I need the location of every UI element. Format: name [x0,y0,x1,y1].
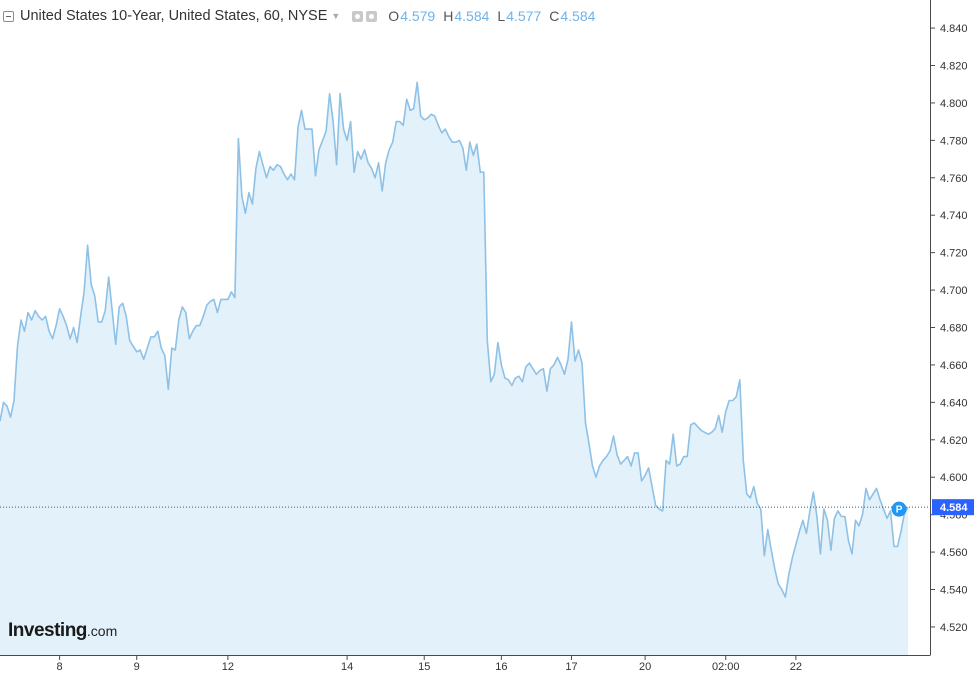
logo-name: Investing [8,620,87,641]
plot-layer: P [0,81,930,656]
y-tick-label: 4.800 [940,98,968,110]
y-tick-label: 4.740 [940,210,968,222]
x-tick-label: 17 [565,661,577,673]
area-fill [0,82,909,656]
open-value: 4.579 [400,8,436,24]
chart-legend: United States 10-Year, United States, 60… [0,5,595,27]
y-tick-label: 4.560 [940,547,968,559]
y-tick-label: 4.640 [940,397,968,409]
y-tick-label: 4.780 [940,135,968,147]
y-tick-label: 4.760 [940,173,968,185]
p-marker-label: P [896,505,903,516]
high-value: 4.584 [454,8,490,24]
x-tick-label: 02:00 [712,661,740,673]
high-label: H [443,8,454,24]
y-tick-label: 4.660 [940,360,968,372]
collapse-icon[interactable] [3,10,14,22]
y-tick-label: 4.620 [940,435,968,447]
chevron-down-icon[interactable]: ▼ [331,11,341,21]
y-tick-label: 4.840 [940,23,968,35]
series-line [0,81,909,598]
x-tick-label: 22 [790,661,802,673]
x-tick-label: 8 [57,661,63,673]
x-tick-label: 9 [134,661,140,673]
close-value: 4.584 [560,8,596,24]
p-marker[interactable] [891,501,907,517]
x-tick-label: 16 [495,661,507,673]
visibility-icon[interactable] [352,10,364,22]
y-tick-label: 4.820 [940,61,968,73]
open-label: O [388,8,400,24]
last-price-label: 4.584 [940,502,968,514]
symbol-title[interactable]: United States 10-Year, United States, 60… [20,8,328,24]
x-tick-label: 20 [639,661,651,673]
x-tick-label: 15 [418,661,430,673]
low-label: L [497,8,506,24]
y-axis[interactable]: 4.5204.5404.5604.5804.6004.6204.6404.660… [930,0,974,655]
low-value: 4.577 [506,8,542,24]
settings-icon[interactable] [366,10,378,22]
y-tick-label: 4.680 [940,323,968,335]
y-tick-label: 4.520 [940,622,968,634]
x-axis[interactable]: 8 9 12 14 15 16 17 20 02:00 22 [0,655,931,673]
last-price-tag [932,499,974,516]
close-label: C [549,8,560,24]
y-tick-label: 4.720 [940,248,968,260]
y-tick-label: 4.540 [940,585,968,597]
y-tick-label: 4.600 [940,472,968,484]
investing-logo: Investing.com [8,620,117,642]
logo-suffix: .com [86,623,118,639]
y-tick-label: 4.700 [940,285,968,297]
x-tick-label: 12 [222,661,234,673]
x-tick-label: 14 [341,661,353,673]
